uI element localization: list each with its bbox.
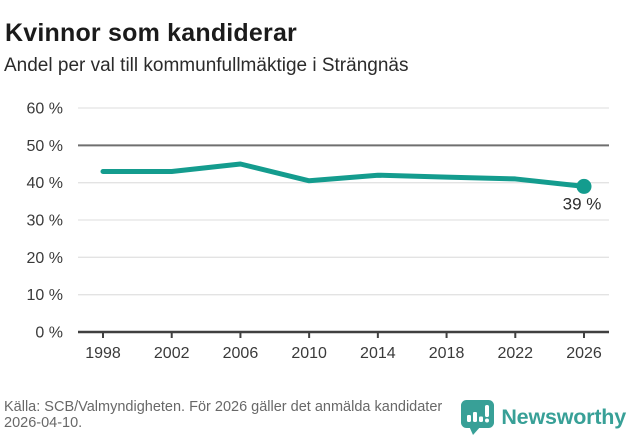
end-point-marker (576, 178, 592, 194)
chart-subtitle: Andel per val till kommunfullmäktige i S… (4, 55, 409, 76)
newsworthy-wordmark: Newsworthy (501, 405, 626, 429)
source-note: Källa: SCB/Valmyndigheten. För 2026 gäll… (4, 399, 443, 432)
y-axis-tick-label: 10 % (27, 287, 63, 304)
y-axis-tick-label: 30 % (27, 213, 63, 230)
x-axis-tick-label: 2014 (360, 345, 396, 362)
x-axis-tick-label: 2018 (429, 345, 465, 362)
data-line (100, 161, 587, 189)
y-axis-tick-label: 20 % (27, 250, 63, 267)
newsworthy-logo: Newsworthy (461, 400, 626, 435)
y-axis-tick-label: 50 % (27, 138, 63, 155)
line-chart-svg: 0 % 10 % 20 % 30 % 40 % 50 % 60 % 1998 2002 2006 2… (27, 101, 609, 362)
x-axis-tick-label: 2026 (566, 345, 602, 362)
x-axis-tick-label: 2010 (291, 345, 327, 362)
y-axis-tick-label: 0 % (35, 325, 63, 342)
end-point-label: 39 % (563, 194, 602, 213)
x-axis-tick-label: 1998 (85, 345, 121, 362)
newsworthy-logo-icon (461, 400, 495, 435)
chart-title: Kvinnor som kandiderar (5, 18, 297, 47)
y-axis-tick-label: 40 % (27, 175, 63, 192)
line-chart: 0 % 10 % 20 % 30 % 40 % 50 % 60 % 1998 2002 2006 2… (0, 95, 631, 390)
x-axis-tick-label: 2022 (497, 345, 533, 362)
y-axis-tick-label: 60 % (27, 101, 63, 118)
x-axis-tick-label: 2002 (154, 345, 190, 362)
x-axis-tick-label: 2006 (223, 345, 259, 362)
